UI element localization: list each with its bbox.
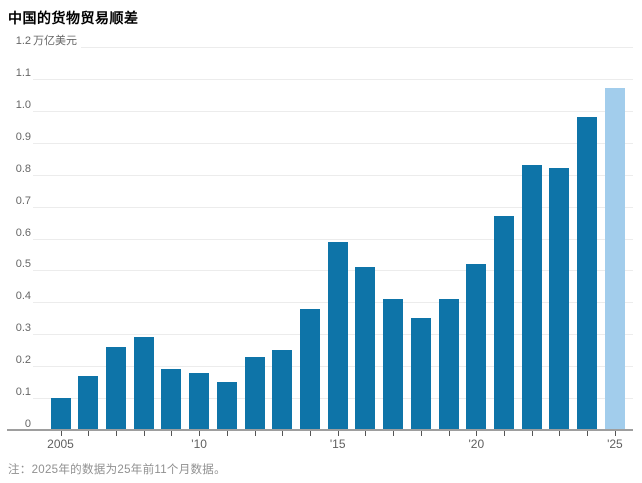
bar-2008 [133, 337, 154, 430]
bar-2011 [216, 382, 237, 430]
gridline [33, 206, 633, 208]
y-tick-label: 0.5 [15, 258, 31, 271]
y-tick-row: 0.9 [8, 129, 633, 144]
y-tick-label: 0.3 [15, 322, 31, 335]
y-tick-label: 0.2 [15, 354, 31, 367]
x-tick-2019 [448, 431, 450, 436]
bar-2022 [521, 165, 542, 430]
gridline [81, 47, 633, 48]
x-tick-2008 [143, 431, 145, 436]
bar-2025 [604, 88, 625, 430]
x-tick-label-20: '20 [468, 437, 485, 451]
x-tick-2025 [614, 431, 616, 436]
bar-2012 [244, 356, 265, 430]
bar-2007 [105, 347, 126, 430]
bar-2018 [410, 318, 431, 430]
y-tick-label: 1.2 [15, 35, 31, 47]
x-tick-2016 [365, 431, 367, 436]
y-tick-row: 0.8 [8, 161, 633, 176]
y-tick-label: 0.7 [15, 194, 31, 207]
x-tick-2005 [60, 431, 62, 436]
y-tick-row: 0 [8, 416, 633, 431]
x-tick-2010 [199, 431, 201, 436]
bar-2017 [383, 299, 404, 430]
y-tick-row: 1.0 [8, 97, 633, 112]
y-tick-label: 0.6 [15, 226, 31, 239]
x-tick-label-10: '10 [191, 437, 207, 451]
bar-2021 [494, 216, 515, 430]
y-tick-row: 0.7 [8, 193, 633, 208]
bar-2010 [189, 372, 210, 430]
x-tick-2018 [420, 431, 422, 436]
y-tick-label: 0.4 [15, 290, 31, 303]
y-tick-row: 1.2 万亿美元 [8, 33, 633, 48]
y-tick-label: 0.1 [15, 386, 31, 399]
x-tick-2020 [476, 431, 478, 436]
x-tick-label-2005: 2005 [47, 437, 74, 451]
x-tick-label-25: '25 [607, 437, 623, 451]
x-tick-2015 [337, 431, 339, 436]
x-tick-2023 [559, 431, 561, 436]
x-tick-2006 [88, 431, 90, 436]
y-tick-label: 0.9 [15, 130, 31, 143]
x-tick-2014 [309, 431, 311, 436]
gridline [33, 174, 633, 176]
x-tick-2011 [226, 431, 228, 436]
y-tick-label: 1.1 [15, 66, 31, 79]
gridline [33, 110, 633, 112]
bar-2005 [50, 398, 71, 430]
bar-2024 [577, 117, 598, 430]
x-tick-2013 [282, 431, 284, 436]
bar-2015 [327, 241, 348, 430]
x-tick-2012 [254, 431, 256, 436]
bar-2019 [438, 299, 459, 430]
bar-2020 [466, 264, 487, 430]
x-tick-label-15: '15 [329, 437, 346, 451]
x-tick-2017 [393, 431, 395, 436]
footnote: 注：2025年的数据为25年前11个月数据。 [8, 464, 226, 476]
y-tick-row: 0.6 [8, 225, 633, 240]
x-tick-2024 [587, 431, 589, 436]
x-axis [7, 429, 633, 431]
gridline [33, 238, 633, 240]
y-tick-row: 1.1 [8, 65, 633, 80]
y-axis-unit-label: 万亿美元 [33, 35, 77, 47]
x-tick-2022 [531, 431, 533, 436]
x-tick-2007 [115, 431, 117, 436]
y-tick-label: 0 [24, 418, 31, 430]
chart-title: 中国的货物贸易顺差 [8, 10, 139, 26]
gridline [33, 142, 633, 144]
bar-2014 [299, 308, 320, 430]
bar-2006 [78, 375, 99, 430]
bar-2009 [161, 369, 182, 430]
bar-2016 [355, 267, 376, 430]
bar-2023 [549, 168, 570, 430]
bar-2013 [272, 350, 293, 430]
y-tick-label: 0.8 [15, 162, 31, 175]
y-tick-label: 1.0 [15, 98, 31, 111]
gridline [33, 78, 633, 80]
x-tick-2009 [171, 431, 173, 436]
x-tick-2021 [504, 431, 506, 436]
